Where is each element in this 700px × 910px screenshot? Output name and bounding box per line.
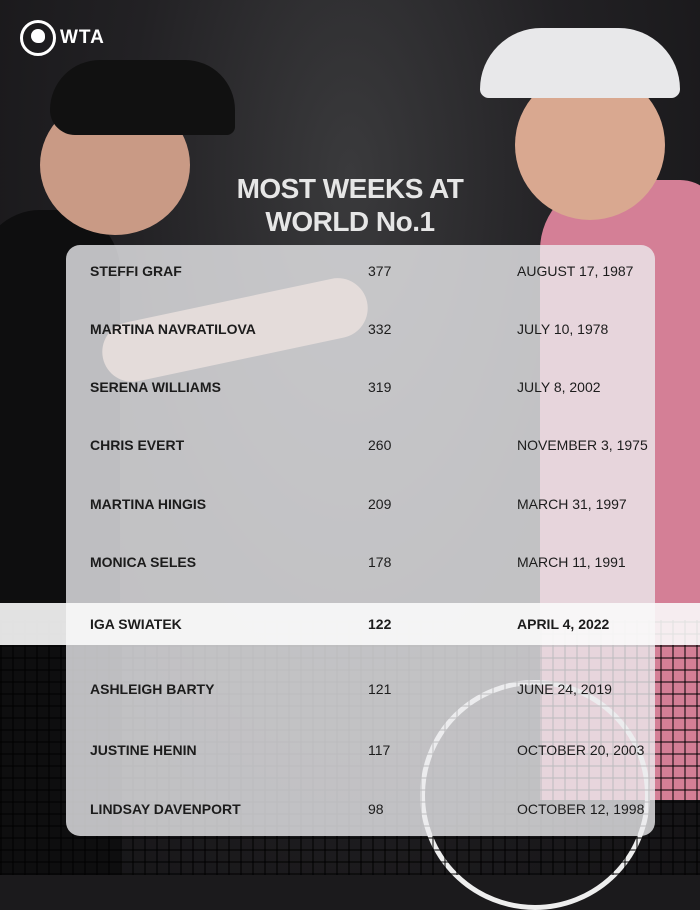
table-row: STEFFI GRAF 377 AUGUST 17, 1987 <box>90 263 650 283</box>
player-name: JUSTINE HENIN <box>90 742 197 758</box>
first-date: OCTOBER 20, 2003 <box>517 742 645 758</box>
rankings-table-panel <box>66 245 655 836</box>
weeks-value: 98 <box>368 801 384 817</box>
first-date: APRIL 4, 2022 <box>517 616 610 632</box>
wta-logo: WTA <box>20 20 105 56</box>
table-row: SERENA WILLIAMS 319 JULY 8, 2002 <box>90 379 650 399</box>
first-date: AUGUST 17, 1987 <box>517 263 634 279</box>
table-row: CHRIS EVERT 260 NOVEMBER 3, 1975 <box>90 437 650 457</box>
left-player-cap <box>50 60 235 135</box>
table-row: MARTINA NAVRATILOVA 332 JULY 10, 1978 <box>90 321 650 341</box>
weeks-value: 319 <box>368 379 392 395</box>
weeks-value: 332 <box>368 321 392 337</box>
weeks-value: 377 <box>368 263 392 279</box>
title-line-1: MOST WEEKS AT <box>236 173 464 204</box>
player-name: MONICA SELES <box>90 554 197 570</box>
first-date: MARCH 31, 1997 <box>517 496 627 512</box>
first-date: JULY 8, 2002 <box>517 379 601 395</box>
table-row: MONICA SELES 178 MARCH 11, 1991 <box>90 554 650 574</box>
player-name: CHRIS EVERT <box>90 437 185 453</box>
title-line-2: WORLD No.1 <box>265 206 435 237</box>
weeks-value: 178 <box>368 554 392 570</box>
player-name: STEFFI GRAF <box>90 263 182 279</box>
table-row: JUSTINE HENIN 117 OCTOBER 20, 2003 <box>90 742 650 762</box>
right-player-cap <box>480 28 680 98</box>
table-row: MARTINA HINGIS 209 MARCH 31, 1997 <box>90 496 650 516</box>
weeks-value: 209 <box>368 496 392 512</box>
table-row: ASHLEIGH BARTY 121 JUNE 24, 2019 <box>90 681 650 701</box>
player-name: SERENA WILLIAMS <box>90 379 221 395</box>
player-name: IGA SWIATEK <box>90 616 182 632</box>
table-row: LINDSAY DAVENPORT 98 OCTOBER 12, 1998 <box>90 801 650 821</box>
first-date: OCTOBER 12, 1998 <box>517 801 645 817</box>
player-name: LINDSAY DAVENPORT <box>90 801 241 817</box>
first-date: JUNE 24, 2019 <box>517 681 612 697</box>
player-name: MARTINA HINGIS <box>90 496 207 512</box>
weeks-value: 117 <box>368 742 391 758</box>
weeks-value: 122 <box>368 616 392 632</box>
wta-logo-text: WTA <box>60 27 105 48</box>
first-date: JULY 10, 1978 <box>517 321 609 337</box>
player-name: ASHLEIGH BARTY <box>90 681 215 697</box>
first-date: NOVEMBER 3, 1975 <box>517 437 648 453</box>
weeks-value: 121 <box>368 681 392 697</box>
player-name: MARTINA NAVRATILOVA <box>90 321 256 337</box>
highlighted-row-band <box>0 603 700 645</box>
wta-logo-icon <box>20 20 56 56</box>
weeks-value: 260 <box>368 437 392 453</box>
first-date: MARCH 11, 1991 <box>517 554 626 570</box>
page-title: MOST WEEKS AT WORLD No.1 <box>0 172 700 238</box>
table-row: IGA SWIATEK 122 APRIL 4, 2022 <box>90 616 650 636</box>
